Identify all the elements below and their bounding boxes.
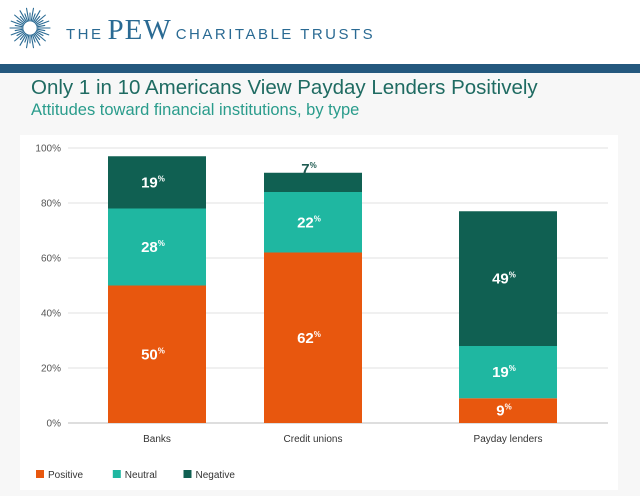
logo-ray — [34, 31, 46, 42]
legend-label-negative: Negative — [196, 470, 236, 481]
logo-ray — [30, 34, 35, 49]
data-label-negative: 49% — [492, 271, 516, 288]
bar-segment-neutral — [264, 192, 362, 253]
stacked-bar-chart: 0% 20% 40% 60% 80% 100% 50% 28% 19% Banks 62% 22% 7%… — [35, 144, 608, 481]
logo-ray — [36, 20, 50, 27]
y-tick-label: 60% — [41, 254, 61, 265]
data-label-neutral: 28% — [141, 239, 165, 256]
bar-segment-negative — [264, 172, 362, 192]
logo-ray — [19, 32, 27, 41]
y-tick-label: 40% — [41, 309, 61, 320]
logo-ray — [35, 19, 44, 26]
data-label-positive: 9% — [496, 403, 511, 420]
y-tick-label: 0% — [47, 419, 62, 430]
brand-charitable-trusts: CHARITABLE TRUSTS — [175, 26, 376, 43]
legend-label-neutral: Neutral — [125, 470, 157, 481]
logo-ray — [36, 28, 46, 32]
data-label-negative: 7% — [301, 161, 316, 178]
bar-segment-neutral — [108, 208, 206, 286]
brand-pew: PEW — [107, 14, 172, 46]
bar-segment-neutral — [459, 346, 557, 399]
x-category-label: Banks — [143, 434, 171, 445]
data-label-neutral: 22% — [297, 214, 321, 231]
bar-segment-negative — [108, 156, 206, 209]
logo-ray — [19, 15, 27, 24]
chart-panel: 0% 20% 40% 60% 80% 100% 50% 28% 19% Banks 62% 22% 7%… — [20, 135, 618, 490]
logo-ray — [24, 13, 29, 22]
data-label-positive: 50% — [141, 346, 165, 363]
brand-the: THE — [66, 26, 104, 43]
data-label-negative: 19% — [141, 174, 165, 191]
logo-ray — [24, 34, 29, 43]
logo-ray — [32, 33, 41, 46]
logo-ray — [14, 14, 26, 25]
logo-ray — [33, 15, 41, 24]
y-tick-label: 20% — [41, 364, 61, 375]
logo-ray — [19, 10, 28, 23]
logo-ray — [14, 28, 24, 32]
logo-ray — [14, 24, 24, 28]
legend-swatch-positive — [36, 470, 44, 478]
data-label-positive: 62% — [297, 330, 321, 347]
legend-swatch-neutral — [112, 470, 121, 478]
logo-ray — [16, 30, 25, 37]
chart-subtitle: Attitudes toward financial institutions,… — [31, 101, 360, 119]
header: THE PEW CHARITABLE TRUSTS — [0, 0, 640, 64]
starburst-logo-icon — [9, 7, 51, 49]
logo-ray — [30, 7, 35, 22]
logo-ray — [32, 10, 41, 23]
logo-ray — [19, 33, 28, 46]
y-tick-label: 100% — [35, 144, 61, 155]
bar-segment-positive — [264, 252, 362, 423]
bar-segment-positive — [108, 285, 206, 423]
header-rule — [0, 64, 640, 73]
logo-ray — [34, 14, 46, 25]
y-tick-label: 80% — [41, 199, 61, 210]
logo-ray — [10, 29, 24, 36]
logo-ray — [31, 13, 36, 22]
x-category-label: Credit unions — [284, 434, 343, 445]
x-category-label: Payday lenders — [474, 434, 543, 445]
logo-ray — [14, 31, 26, 42]
logo-ray — [35, 30, 44, 37]
legend-swatch-negative — [183, 470, 192, 478]
legend-label-positive: Positive — [48, 470, 83, 481]
logo-ray — [33, 32, 41, 41]
logo-ray — [25, 7, 30, 22]
brand-name: THE PEW CHARITABLE TRUSTS — [66, 14, 375, 47]
chart-title: Only 1 in 10 Americans View Payday Lende… — [31, 76, 538, 99]
logo-ray — [25, 34, 30, 49]
logo-ray — [36, 24, 46, 28]
logo-ray — [36, 29, 50, 36]
bar-segment-negative — [459, 211, 557, 346]
data-label-neutral: 19% — [492, 364, 516, 381]
logo-ray — [10, 20, 24, 27]
logo-ray — [16, 19, 25, 26]
logo-ray — [31, 34, 36, 43]
bar-segment-positive — [459, 398, 557, 423]
